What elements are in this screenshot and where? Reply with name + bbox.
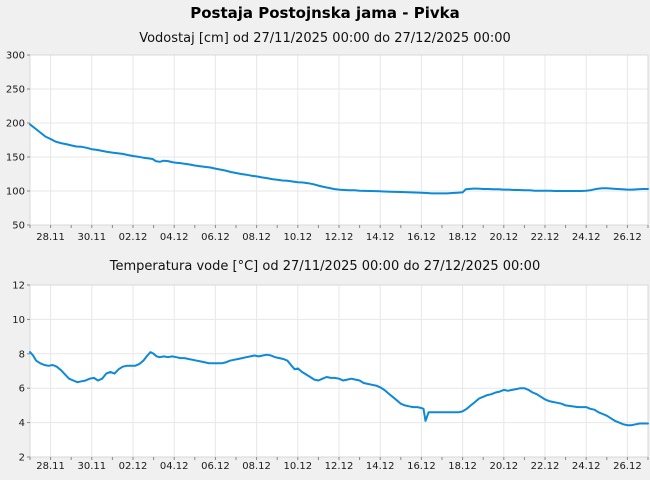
water-level-chart: 50 100 150 200 250 300 28.11 30.11 02.12 04.12 06.… [6, 51, 649, 243]
water-temperature-chart-title: Temperatura vode [°C] od 27/11/2025 00:0… [109, 259, 541, 274]
svg-text:16.12: 16.12 [407, 232, 436, 243]
svg-text:02.12: 02.12 [119, 232, 148, 243]
svg-text:300: 300 [6, 51, 25, 62]
svg-text:22.12: 22.12 [531, 232, 560, 243]
svg-text:18.12: 18.12 [448, 461, 477, 472]
svg-text:16.12: 16.12 [407, 461, 436, 472]
svg-text:04.12: 04.12 [160, 461, 189, 472]
page-title: Postaja Postojnska jama - Pivka [190, 4, 460, 22]
svg-text:200: 200 [6, 119, 25, 130]
svg-text:06.12: 06.12 [201, 232, 230, 243]
svg-text:8: 8 [19, 349, 25, 360]
svg-text:4: 4 [19, 418, 25, 429]
svg-text:28.11: 28.11 [36, 461, 65, 472]
svg-text:08.12: 08.12 [242, 232, 271, 243]
svg-text:50: 50 [12, 221, 25, 232]
svg-text:26.12: 26.12 [613, 461, 642, 472]
svg-text:04.12: 04.12 [160, 232, 189, 243]
svg-text:24.12: 24.12 [572, 461, 601, 472]
svg-text:2: 2 [19, 453, 25, 464]
svg-text:10: 10 [12, 315, 25, 326]
svg-text:02.12: 02.12 [119, 461, 148, 472]
water-level-chart-title: Vodostaj [cm] od 27/11/2025 00:00 do 27/… [139, 31, 511, 46]
svg-text:10.12: 10.12 [283, 232, 312, 243]
svg-text:18.12: 18.12 [448, 232, 477, 243]
svg-text:250: 250 [6, 85, 25, 96]
svg-text:6: 6 [19, 384, 25, 395]
svg-text:150: 150 [6, 153, 25, 164]
svg-text:26.12: 26.12 [613, 232, 642, 243]
svg-text:24.12: 24.12 [572, 232, 601, 243]
svg-text:12: 12 [12, 281, 25, 292]
svg-text:28.11: 28.11 [36, 232, 65, 243]
water-temperature-chart: 2 4 6 8 10 12 28.11 30.11 02.12 04.12 06.12 08.12 10… [12, 281, 649, 472]
svg-text:20.12: 20.12 [489, 461, 518, 472]
svg-text:14.12: 14.12 [366, 461, 395, 472]
svg-text:30.11: 30.11 [77, 461, 106, 472]
svg-text:06.12: 06.12 [201, 461, 230, 472]
svg-text:10.12: 10.12 [283, 461, 312, 472]
svg-text:22.12: 22.12 [531, 461, 560, 472]
svg-text:100: 100 [6, 187, 25, 198]
svg-text:12.12: 12.12 [325, 232, 354, 243]
svg-text:20.12: 20.12 [489, 232, 518, 243]
svg-text:12.12: 12.12 [325, 461, 354, 472]
svg-text:14.12: 14.12 [366, 232, 395, 243]
svg-text:30.11: 30.11 [77, 232, 106, 243]
svg-text:08.12: 08.12 [242, 461, 271, 472]
